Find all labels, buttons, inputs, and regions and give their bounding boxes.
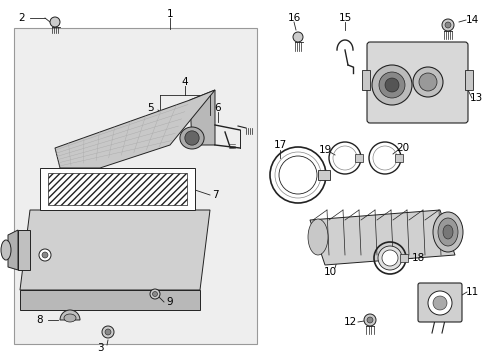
Text: 9: 9 (166, 297, 173, 307)
Polygon shape (20, 290, 200, 310)
Circle shape (366, 317, 372, 323)
Polygon shape (8, 230, 18, 270)
Polygon shape (40, 168, 195, 210)
Bar (464, 70, 472, 90)
Circle shape (412, 67, 442, 97)
FancyBboxPatch shape (417, 283, 461, 322)
Circle shape (432, 296, 446, 310)
Ellipse shape (184, 131, 199, 145)
Ellipse shape (437, 218, 457, 246)
Text: 10: 10 (323, 267, 336, 277)
Polygon shape (20, 210, 209, 290)
Text: 16: 16 (287, 13, 300, 23)
Circle shape (378, 72, 404, 98)
Text: 12: 12 (343, 317, 356, 327)
Circle shape (444, 22, 450, 28)
Text: 8: 8 (37, 315, 43, 325)
Bar (394, 154, 402, 162)
Circle shape (377, 246, 401, 270)
Bar (317, 170, 329, 180)
Polygon shape (48, 173, 186, 205)
Circle shape (292, 32, 303, 42)
Text: 19: 19 (318, 145, 331, 155)
Ellipse shape (432, 212, 462, 252)
Text: 3: 3 (97, 343, 103, 353)
Bar (14, 28, 257, 344)
Circle shape (150, 289, 160, 299)
Circle shape (152, 292, 157, 297)
Circle shape (105, 329, 111, 335)
Ellipse shape (1, 240, 11, 260)
Polygon shape (309, 210, 454, 265)
Text: 17: 17 (273, 140, 286, 150)
Circle shape (50, 17, 60, 27)
Circle shape (371, 65, 411, 105)
Text: 7: 7 (211, 190, 218, 200)
Polygon shape (55, 90, 215, 168)
Polygon shape (18, 230, 30, 270)
FancyBboxPatch shape (366, 42, 467, 123)
Text: 13: 13 (468, 93, 482, 103)
Text: 1: 1 (166, 9, 173, 19)
Circle shape (441, 19, 453, 31)
Bar (354, 154, 362, 162)
Text: 5: 5 (146, 103, 153, 113)
Text: 14: 14 (465, 15, 478, 25)
Circle shape (42, 252, 48, 258)
Ellipse shape (307, 219, 327, 255)
Circle shape (384, 78, 398, 92)
Polygon shape (190, 90, 215, 145)
Text: 11: 11 (465, 287, 478, 297)
Ellipse shape (64, 314, 76, 322)
Text: 2: 2 (19, 13, 25, 23)
Text: 4: 4 (182, 77, 188, 87)
Circle shape (102, 326, 114, 338)
Text: 20: 20 (396, 143, 409, 153)
Text: 18: 18 (410, 253, 424, 263)
Ellipse shape (442, 225, 452, 239)
Ellipse shape (180, 127, 203, 149)
Circle shape (363, 314, 375, 326)
Wedge shape (60, 310, 80, 320)
Circle shape (418, 73, 436, 91)
Bar (399, 254, 407, 262)
Circle shape (39, 249, 51, 261)
Circle shape (381, 250, 397, 266)
Bar (361, 70, 369, 90)
Circle shape (427, 291, 451, 315)
Text: 6: 6 (214, 103, 221, 113)
Text: 15: 15 (338, 13, 351, 23)
